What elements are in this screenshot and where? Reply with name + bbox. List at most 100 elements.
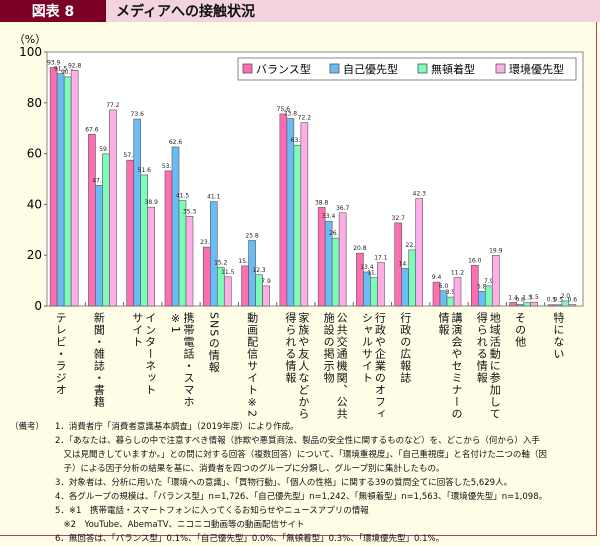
- notes: （備考） 1．消費者庁「消費者意識基本調査」（2019年度）により作成。 2．「あ…: [10, 420, 547, 546]
- data-label: 92.8: [68, 62, 82, 69]
- legend-label: 自己優先型: [343, 62, 398, 76]
- bar-自己優先型: [171, 146, 180, 307]
- bar-無頓着型: [484, 285, 493, 307]
- bar-バランス型: [470, 265, 479, 307]
- data-label: 0.6: [568, 296, 578, 303]
- notes-label: （備考）: [10, 422, 45, 432]
- data-label: 12.3: [252, 267, 266, 274]
- data-label: 26.7: [329, 230, 343, 237]
- x-tick-label: SNSの情報: [207, 312, 221, 374]
- legend-swatch: [417, 63, 428, 74]
- data-label: 75.6: [277, 106, 291, 113]
- data-label: 11.2: [367, 270, 381, 277]
- data-label: 0.5: [547, 297, 557, 304]
- y-tick-label: 0: [34, 299, 42, 313]
- bar-無頓着型: [370, 277, 378, 307]
- bar-環境優先型: [491, 255, 500, 307]
- data-label: 59.9: [99, 146, 113, 153]
- data-label: 1.5: [529, 294, 539, 301]
- data-label: 15.2: [214, 259, 228, 266]
- y-axis-label: （%）: [14, 33, 46, 46]
- bar-バランス型: [317, 207, 326, 307]
- legend-swatch: [242, 63, 253, 74]
- bar-無頓着型: [102, 153, 110, 307]
- note-item: 2．「あなたは、暮らしの中で注意すべき情報（詐欺や悪質商法、製品の安全性に関する…: [55, 436, 547, 474]
- bar-バランス型: [547, 304, 556, 307]
- data-label: 73.8: [284, 111, 298, 118]
- data-label: 3.5: [446, 289, 456, 296]
- bar-自己優先型: [95, 185, 103, 307]
- legend-label: 環境優先型: [509, 62, 564, 76]
- data-label: 51.6: [138, 167, 152, 174]
- legend-label: バランス型: [256, 62, 311, 76]
- data-label: 7.9: [261, 278, 271, 285]
- bar-自己優先型: [516, 304, 524, 307]
- x-tick-label: テレビ・ラジオ: [54, 312, 68, 396]
- data-label: 9.4: [432, 274, 442, 281]
- bar-自己優先型: [554, 304, 563, 307]
- legend-swatch: [329, 63, 340, 74]
- bar-環境優先型: [262, 285, 270, 307]
- x-tick-label: 講演会やセミナーの 情報: [437, 312, 463, 420]
- data-label: 7.9: [484, 278, 494, 285]
- x-tick-label: 地域活動に参加して 得られる情報: [475, 312, 502, 420]
- bar-自己優先型: [286, 118, 295, 307]
- data-label: 47.5: [92, 177, 106, 184]
- data-label: 2.0: [561, 293, 571, 300]
- x-tick-label: 特にない: [551, 312, 565, 360]
- data-label: 62.6: [169, 139, 183, 146]
- bar-無頓着型: [331, 237, 340, 307]
- y-tick-label: 60: [27, 147, 42, 161]
- x-tick-label: 新聞・雑誌・書籍: [92, 312, 106, 408]
- data-label: 0.5: [554, 297, 564, 304]
- x-tick-label: 公共交通機関、公共 施設の掲示物: [322, 312, 349, 420]
- data-label: 41.1: [207, 194, 221, 201]
- data-label: 13.4: [360, 264, 374, 271]
- data-label: 38.8: [315, 199, 329, 206]
- bar-無頓着型: [561, 300, 570, 307]
- x-tick-label: 行政の広報誌: [398, 312, 412, 384]
- data-label: 15.8: [238, 258, 252, 265]
- bar-自己優先型: [248, 240, 256, 307]
- data-label: 53.2: [162, 163, 176, 170]
- bar-バランス型: [88, 133, 96, 307]
- bar-環境優先型: [300, 122, 309, 307]
- data-label: 6.0: [439, 283, 449, 290]
- data-label: 73.6: [131, 111, 145, 118]
- bar-自己優先型: [363, 271, 371, 307]
- data-label: 0.6: [515, 296, 525, 303]
- data-label: 16.0: [468, 257, 482, 264]
- data-label: 35.3: [183, 208, 197, 215]
- y-tick-label: 40: [27, 197, 42, 211]
- data-label: 25.8: [245, 232, 259, 239]
- figure-number: 図表 8: [0, 0, 106, 22]
- note-item: 6．無回答は、「バランス型」0.1%、「自己優先型」0.0%、「無頓着型」0.3…: [55, 534, 445, 544]
- data-label: 77.2: [106, 102, 120, 109]
- bar-バランス型: [394, 222, 403, 307]
- note-item: 4．各グループの規模は、「バランス型」n=1,726、「自己優先型」n=1,24…: [55, 492, 548, 502]
- figure-header: 図表 8 メディアへの接触状況: [0, 0, 600, 22]
- legend-label: 無頓着型: [431, 62, 475, 76]
- data-label: 14.8: [399, 260, 413, 267]
- bar-自己優先型: [209, 201, 218, 307]
- bar-無頓着型: [446, 296, 455, 307]
- figure-title: メディアへの接触状況: [116, 4, 256, 20]
- bar-環境優先型: [185, 216, 194, 307]
- bar-自己優先型: [401, 268, 410, 307]
- data-label: 19.9: [489, 247, 503, 254]
- bar-chart: （%） 0 20 40 60 80 100 93.991.590.292.8 67.6 47.5 5…: [14, 33, 584, 313]
- data-label: 72.2: [298, 115, 312, 122]
- bar-環境優先型: [223, 276, 232, 307]
- data-label: 90.2: [61, 69, 75, 76]
- note-item: 5．※1 携帯電話・スマートフォンに入ってくるお知らせやニュースアプリの情報 ※…: [55, 506, 369, 530]
- bar-環境優先型: [109, 109, 117, 307]
- bar-環境優先型: [338, 212, 347, 307]
- bar-環境優先型: [377, 262, 385, 307]
- data-label: 38.9: [145, 199, 159, 206]
- bar-バランス型: [202, 246, 211, 307]
- legend-swatch: [495, 63, 506, 74]
- data-label: 23.2: [200, 239, 214, 246]
- data-label: 41.5: [176, 193, 190, 200]
- bar-バランス型: [279, 113, 288, 307]
- data-label: 93.9: [47, 59, 61, 66]
